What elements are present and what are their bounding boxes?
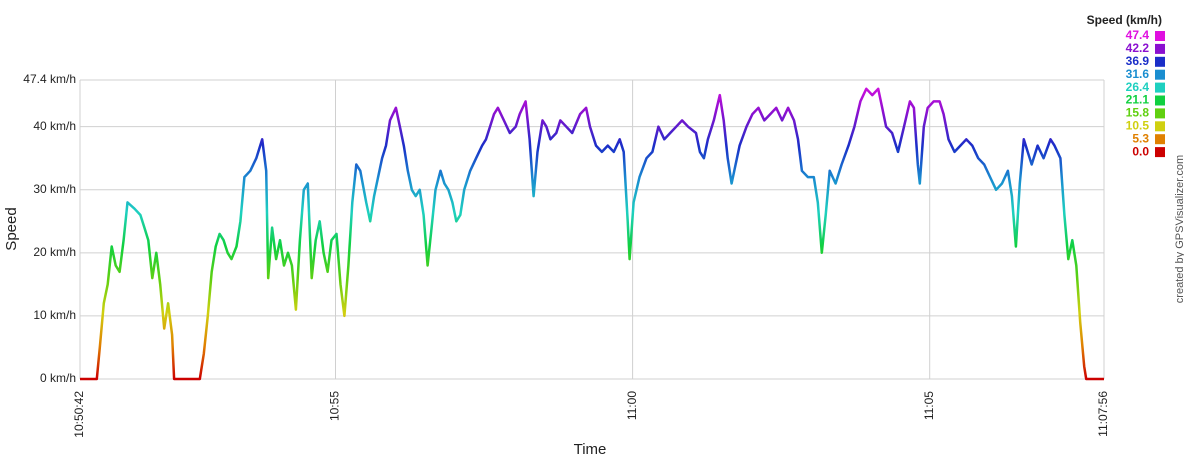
y-axis-label: Speed — [3, 207, 20, 250]
y-tick-label: 47.4 km/h — [23, 72, 76, 86]
x-tick-label: 11:05 — [922, 391, 936, 420]
legend-label: 31.6 — [1126, 67, 1150, 81]
y-tick-label: 10 km/h — [33, 308, 76, 322]
y-tick-label: 20 km/h — [33, 245, 76, 259]
legend-swatch — [1155, 43, 1165, 54]
legend-label: 36.9 — [1126, 54, 1150, 68]
legend-label: 10.5 — [1126, 118, 1150, 132]
legend-title: Speed (km/h) — [1087, 13, 1162, 27]
legend-label: 21.1 — [1126, 93, 1150, 107]
x-tick-label: 10:55 — [328, 391, 342, 421]
legend-label: 0.0 — [1132, 144, 1149, 158]
y-tick-label: 40 km/h — [33, 119, 76, 133]
x-tick-label: 11:00 — [625, 391, 639, 420]
speed-line — [80, 87, 1104, 381]
legend-swatch — [1155, 56, 1165, 67]
x-tick-label: 11:07:56 — [1096, 391, 1110, 437]
x-tick-label: 10:50:42 — [72, 391, 86, 438]
legend-swatch — [1155, 147, 1165, 158]
legend-swatch — [1155, 82, 1165, 93]
legend-label: 5.3 — [1132, 131, 1149, 145]
legend-swatch — [1155, 95, 1165, 106]
legend-swatch — [1155, 134, 1165, 145]
credit: created by GPSVisualizer.com — [1174, 155, 1184, 303]
legend-swatch — [1155, 31, 1165, 41]
x-axis-label: Time — [574, 441, 607, 458]
y-tick-label: 30 km/h — [33, 182, 76, 196]
y-tick-label: 0 km/h — [40, 371, 76, 385]
legend-label: 42.2 — [1126, 41, 1150, 55]
legend-swatch — [1155, 121, 1165, 132]
legend-label: 47.4 — [1126, 28, 1150, 42]
legend-label: 15.8 — [1126, 106, 1150, 120]
legend-label: 26.4 — [1126, 80, 1150, 94]
legend-swatch — [1155, 69, 1165, 80]
legend-swatch — [1155, 108, 1165, 119]
